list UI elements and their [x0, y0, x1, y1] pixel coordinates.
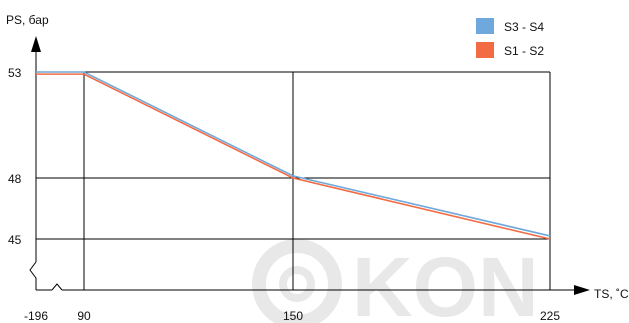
watermark-text: KON	[352, 240, 539, 323]
x-tick-label: -196	[24, 309, 48, 323]
x-tick-label: 90	[77, 309, 91, 323]
series-line	[36, 71, 551, 237]
y-axis-arrow-icon	[31, 36, 41, 52]
y-tick-label: 45	[8, 233, 22, 247]
y-axis-break-mark	[29, 261, 37, 290]
watermark-logo: KON	[252, 239, 539, 323]
x-axis-break-mark	[51, 283, 63, 291]
x-tick-label: 225	[540, 309, 560, 323]
x-tick-labels: -196 90 150 225	[24, 309, 560, 323]
x-axis-label: TS, ˚C	[594, 287, 629, 301]
legend-swatch	[476, 42, 494, 58]
x-axis-arrow-icon	[574, 285, 590, 295]
series-lines	[36, 71, 551, 240]
legend-swatch	[476, 18, 494, 34]
legend: S3 - S4 S1 - S2	[476, 18, 544, 58]
x-axis	[36, 283, 574, 291]
x-tick-label: 150	[283, 309, 303, 323]
series-line	[36, 73, 551, 240]
y-axis-label: PS, бар	[6, 13, 49, 27]
y-tick-label: 48	[8, 172, 22, 186]
y-tick-label: 53	[8, 66, 22, 80]
legend-label: S1 - S2	[504, 44, 544, 58]
legend-label: S3 - S4	[504, 20, 544, 34]
y-tick-labels: 53 48 45	[8, 66, 22, 247]
y-axis	[29, 52, 37, 290]
